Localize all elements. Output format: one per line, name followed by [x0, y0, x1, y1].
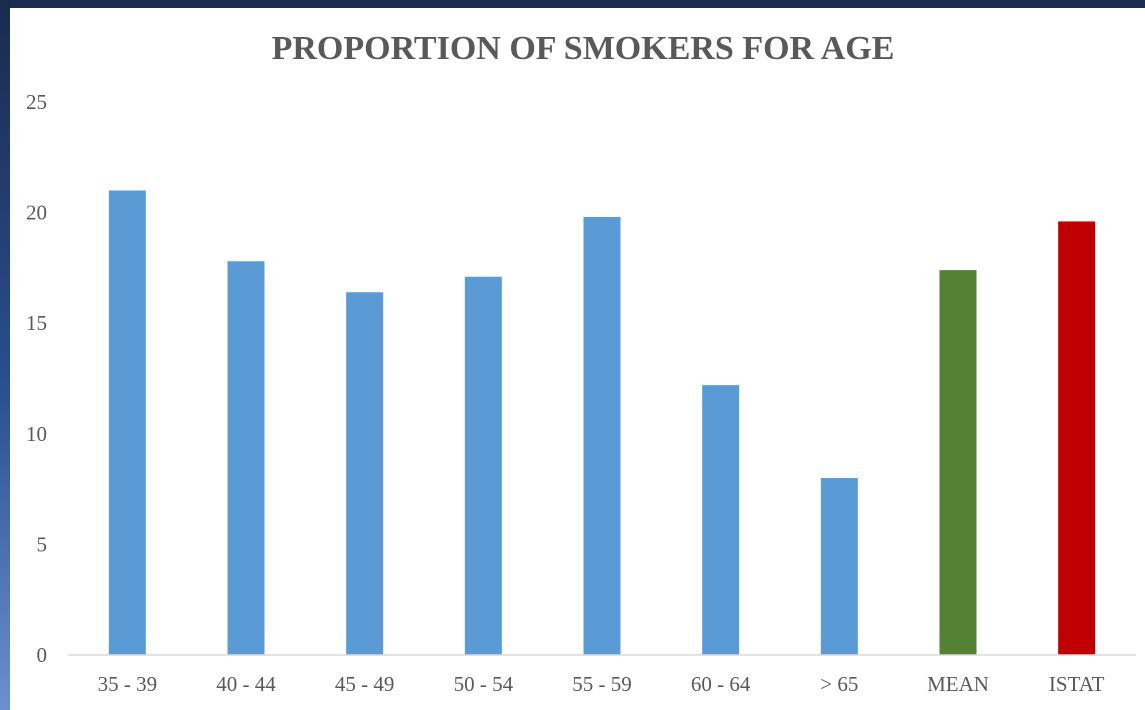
- bar: [583, 217, 621, 656]
- x-axis: 35 - 39 40 - 44 45 - 49 50 - 54 55 - 59 60 - …: [98, 672, 1105, 696]
- x-tick-label: 55 - 59: [572, 672, 632, 696]
- y-tick-label: 15: [26, 311, 47, 335]
- bar: [346, 292, 384, 655]
- y-tick-label: 5: [37, 532, 48, 556]
- y-axis: 0 5 10 15 20 25: [26, 90, 47, 667]
- bars-group: [108, 190, 1096, 656]
- chart-title: PROPORTION OF SMOKERS FOR AGE: [272, 30, 895, 67]
- x-tick-label: 35 - 39: [98, 672, 158, 696]
- bar: [702, 385, 740, 655]
- bar: [939, 270, 977, 655]
- x-tick-label: 60 - 64: [691, 672, 751, 696]
- chart-area: PROPORTION OF SMOKERS FOR AGE 0 5 10 15 20 25…: [10, 8, 1145, 710]
- y-tick-label: 10: [26, 422, 47, 446]
- x-tick-label: ISTAT: [1049, 672, 1105, 696]
- y-tick-label: 0: [37, 643, 48, 667]
- bar: [108, 190, 146, 656]
- bar-chart: PROPORTION OF SMOKERS FOR AGE 0 5 10 15 20 25…: [26, 30, 1136, 696]
- bar: [227, 261, 265, 655]
- x-tick-label: 40 - 44: [216, 672, 276, 696]
- y-tick-label: 25: [26, 90, 47, 114]
- x-tick-label: 45 - 49: [335, 672, 395, 696]
- x-tick-label: MEAN: [927, 672, 989, 696]
- x-tick-label: > 65: [820, 672, 858, 696]
- bar: [464, 276, 502, 655]
- bar: [820, 478, 858, 655]
- bar: [1058, 221, 1096, 655]
- x-tick-label: 50 - 54: [454, 672, 514, 696]
- y-tick-label: 20: [26, 201, 47, 225]
- window-top-border: [0, 0, 1145, 8]
- window-left-border: [0, 0, 10, 710]
